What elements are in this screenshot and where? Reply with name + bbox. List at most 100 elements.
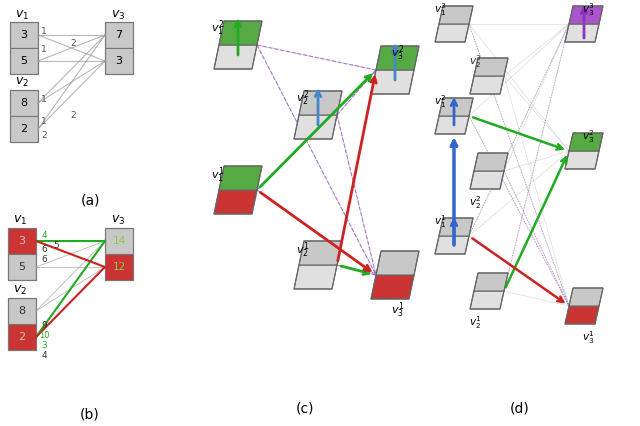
Bar <box>10 48 38 74</box>
Text: 1: 1 <box>41 95 47 104</box>
Text: $\mathit{v}_2^2$: $\mathit{v}_2^2$ <box>296 88 310 108</box>
Bar <box>8 228 36 280</box>
Text: $\mathit{v}_2$: $\mathit{v}_2$ <box>13 283 27 296</box>
Polygon shape <box>439 218 473 236</box>
Polygon shape <box>569 288 603 306</box>
Text: 4: 4 <box>41 230 47 239</box>
Text: 1: 1 <box>41 44 47 54</box>
Bar <box>8 254 36 280</box>
Bar <box>105 22 133 48</box>
Polygon shape <box>435 236 469 254</box>
Text: $\mathit{v}_2^3$: $\mathit{v}_2^3$ <box>468 54 481 70</box>
Text: 8: 8 <box>20 98 28 108</box>
Text: $\mathit{v}_3$: $\mathit{v}_3$ <box>111 213 125 227</box>
Bar <box>8 298 36 350</box>
Polygon shape <box>565 306 599 324</box>
Polygon shape <box>435 116 469 134</box>
Text: $\mathit{v}_1$: $\mathit{v}_1$ <box>13 213 27 227</box>
Text: $\mathit{v}_1^1$: $\mathit{v}_1^1$ <box>434 213 446 230</box>
Bar <box>10 22 38 74</box>
Bar <box>8 298 36 324</box>
Text: 2: 2 <box>70 38 76 48</box>
Polygon shape <box>299 241 342 265</box>
Polygon shape <box>439 98 473 116</box>
Polygon shape <box>214 190 257 214</box>
Polygon shape <box>371 70 414 94</box>
Polygon shape <box>219 166 262 190</box>
Text: $\mathit{v}_2^1$: $\mathit{v}_2^1$ <box>296 240 310 260</box>
Text: 10: 10 <box>39 331 49 340</box>
Text: $\mathit{v}_2^2$: $\mathit{v}_2^2$ <box>468 195 481 211</box>
Text: 6: 6 <box>41 245 47 253</box>
Polygon shape <box>376 46 419 70</box>
Polygon shape <box>474 153 508 171</box>
Text: 8: 8 <box>19 306 26 316</box>
Polygon shape <box>565 24 599 42</box>
Text: 3: 3 <box>19 236 26 246</box>
Text: $\mathit{v}_1$: $\mathit{v}_1$ <box>15 9 29 22</box>
Text: 6: 6 <box>41 254 47 264</box>
Bar <box>105 48 133 74</box>
Text: $\mathit{v}_2^1$: $\mathit{v}_2^1$ <box>468 314 481 331</box>
Polygon shape <box>294 115 337 139</box>
Polygon shape <box>474 58 508 76</box>
Text: $\mathit{v}_1^1$: $\mathit{v}_1^1$ <box>211 165 225 185</box>
Text: $\mathit{v}_3$: $\mathit{v}_3$ <box>111 9 125 22</box>
Bar <box>105 228 133 280</box>
Text: (c): (c) <box>296 401 314 415</box>
Text: $\mathit{v}_1^3$: $\mathit{v}_1^3$ <box>434 2 446 18</box>
Polygon shape <box>219 21 262 45</box>
Text: 12: 12 <box>113 262 125 272</box>
Polygon shape <box>214 45 257 69</box>
Polygon shape <box>565 151 599 169</box>
Text: 4: 4 <box>41 351 47 360</box>
Bar <box>10 90 38 116</box>
Text: 5: 5 <box>19 262 26 272</box>
Text: (a): (a) <box>80 193 100 207</box>
Text: 5: 5 <box>53 241 59 250</box>
Polygon shape <box>294 265 337 289</box>
Bar <box>105 254 133 280</box>
Bar <box>10 22 38 48</box>
Text: 2: 2 <box>19 332 26 342</box>
Text: 7: 7 <box>115 30 123 40</box>
Polygon shape <box>376 251 419 275</box>
Polygon shape <box>474 273 508 291</box>
Text: $\mathit{v}_3^2$: $\mathit{v}_3^2$ <box>392 43 404 63</box>
Polygon shape <box>470 291 504 309</box>
Text: $\mathit{v}_3^1$: $\mathit{v}_3^1$ <box>582 330 595 346</box>
Text: 5: 5 <box>20 56 28 66</box>
Bar <box>8 228 36 254</box>
Text: $\mathit{v}_3^1$: $\mathit{v}_3^1$ <box>391 300 404 320</box>
Polygon shape <box>299 91 342 115</box>
Polygon shape <box>371 275 414 299</box>
Bar <box>105 22 133 74</box>
Text: 2: 2 <box>70 110 76 120</box>
Polygon shape <box>470 76 504 94</box>
Text: 3: 3 <box>20 30 28 40</box>
Text: (b): (b) <box>80 408 100 422</box>
Text: $\mathit{v}_2$: $\mathit{v}_2$ <box>15 75 29 89</box>
Bar <box>10 90 38 142</box>
Text: $\mathit{v}_1^2$: $\mathit{v}_1^2$ <box>211 18 225 38</box>
Bar <box>10 116 38 142</box>
Polygon shape <box>435 24 469 42</box>
Text: 14: 14 <box>113 236 125 246</box>
Polygon shape <box>470 171 504 189</box>
Text: 3: 3 <box>115 56 122 66</box>
Text: $\mathit{v}_3^3$: $\mathit{v}_3^3$ <box>582 2 595 18</box>
Polygon shape <box>569 6 603 24</box>
Text: 9: 9 <box>41 320 47 329</box>
Text: $\mathit{v}_3^2$: $\mathit{v}_3^2$ <box>582 129 594 145</box>
Polygon shape <box>439 6 473 24</box>
Text: (d): (d) <box>510 401 530 415</box>
Bar <box>8 324 36 350</box>
Text: 1: 1 <box>41 28 47 37</box>
Text: 2: 2 <box>20 124 28 134</box>
Text: 2: 2 <box>41 130 47 139</box>
Text: 1: 1 <box>41 116 47 126</box>
Text: $\mathit{v}_1^2$: $\mathit{v}_1^2$ <box>434 94 446 110</box>
Bar <box>105 228 133 254</box>
Polygon shape <box>569 133 603 151</box>
Text: 3: 3 <box>41 340 47 349</box>
